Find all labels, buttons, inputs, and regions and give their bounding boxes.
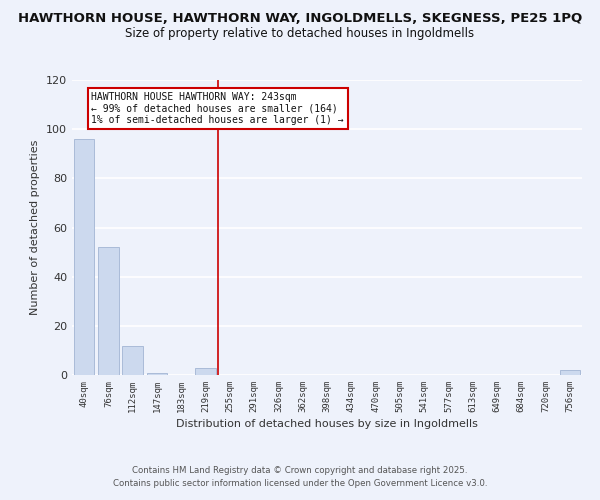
Bar xyxy=(146,372,167,375)
X-axis label: Distribution of detached houses by size in Ingoldmells: Distribution of detached houses by size … xyxy=(176,419,478,429)
Bar xyxy=(74,139,94,375)
Bar xyxy=(122,346,143,375)
Text: Size of property relative to detached houses in Ingoldmells: Size of property relative to detached ho… xyxy=(125,28,475,40)
Bar xyxy=(560,370,580,375)
Bar xyxy=(98,247,119,375)
Text: HAWTHORN HOUSE, HAWTHORN WAY, INGOLDMELLS, SKEGNESS, PE25 1PQ: HAWTHORN HOUSE, HAWTHORN WAY, INGOLDMELL… xyxy=(18,12,582,26)
Text: Contains HM Land Registry data © Crown copyright and database right 2025.
Contai: Contains HM Land Registry data © Crown c… xyxy=(113,466,487,487)
Y-axis label: Number of detached properties: Number of detached properties xyxy=(31,140,40,315)
Text: HAWTHORN HOUSE HAWTHORN WAY: 243sqm
← 99% of detached houses are smaller (164)
1: HAWTHORN HOUSE HAWTHORN WAY: 243sqm ← 99… xyxy=(91,92,344,126)
Bar xyxy=(195,368,216,375)
